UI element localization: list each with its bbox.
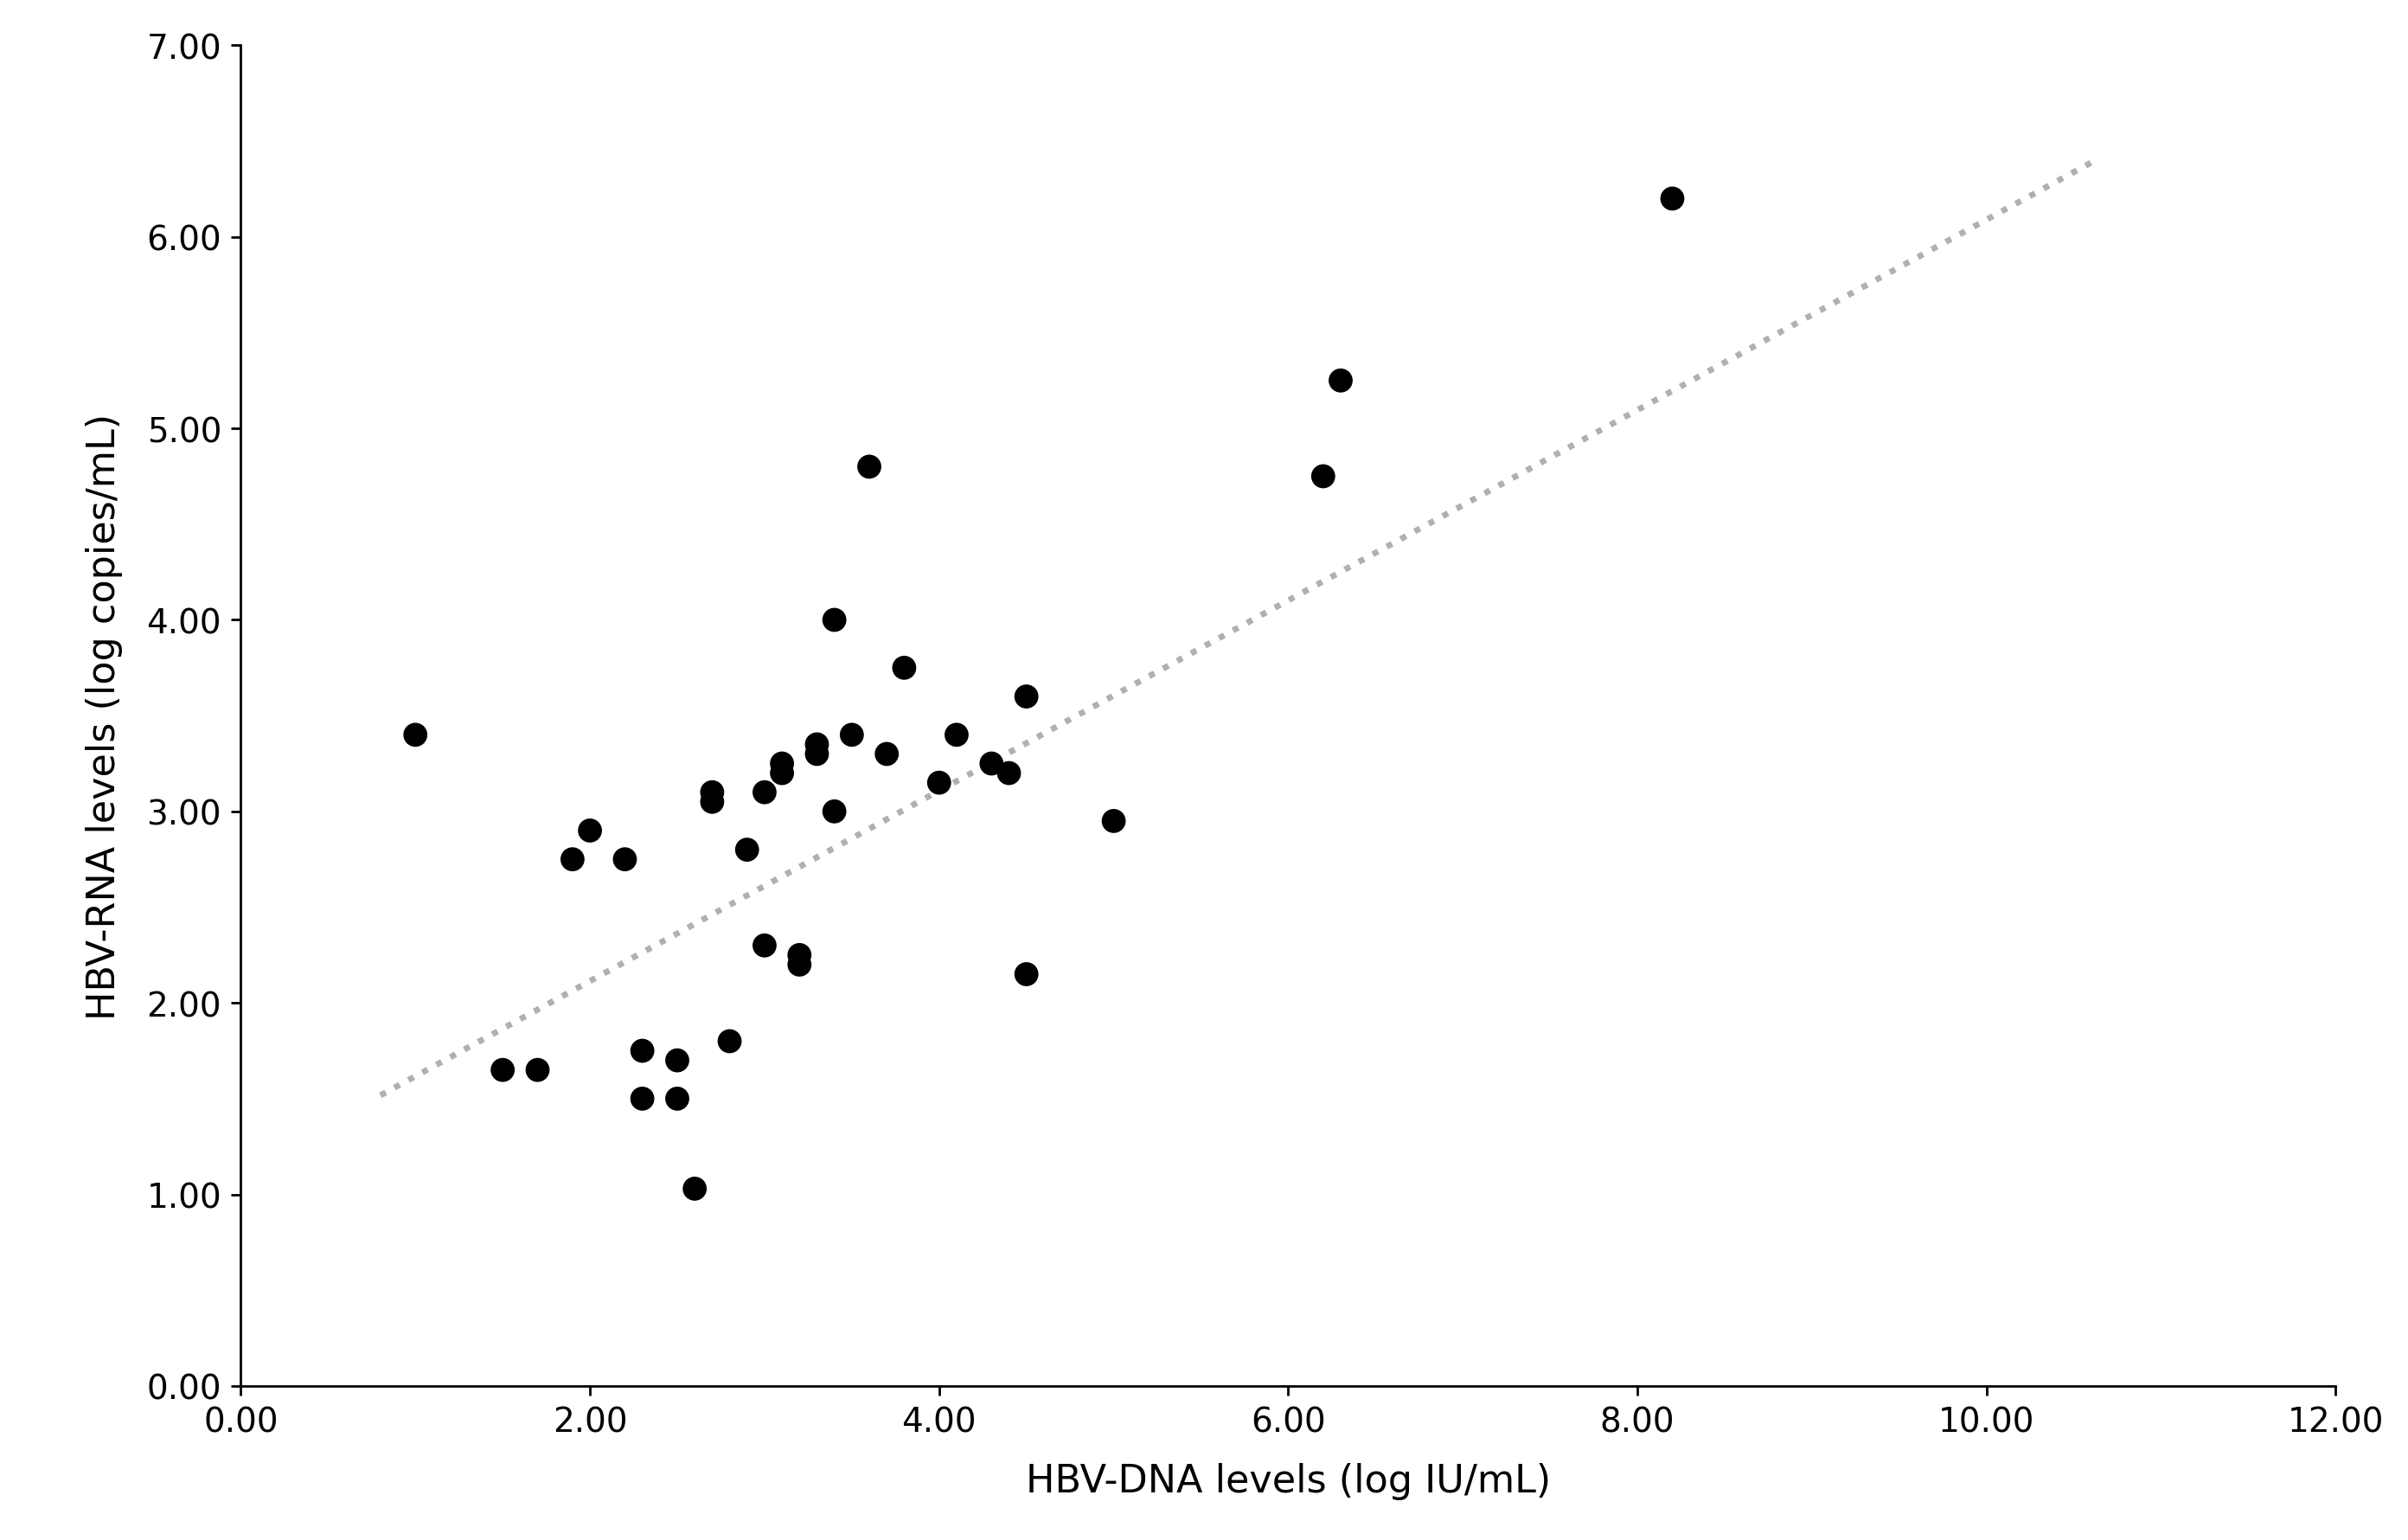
Point (814, 799, 852, 824)
Point (395, 722, 436, 747)
Point (973, 752, 1011, 776)
Point (674, 1177, 713, 1201)
Point (657, 1049, 696, 1073)
Point (571, 819, 609, 844)
Point (1305, 465, 1344, 490)
Point (763, 761, 802, 785)
Point (710, 1029, 749, 1053)
Point (780, 942, 819, 967)
Point (657, 1087, 696, 1112)
Point (746, 933, 785, 958)
Point (624, 1087, 662, 1112)
Point (884, 656, 922, 681)
Point (780, 953, 819, 978)
Point (867, 742, 905, 767)
Point (990, 761, 1028, 785)
Point (694, 790, 732, 815)
Point (1652, 186, 1690, 211)
Point (937, 722, 975, 747)
Point (833, 722, 872, 747)
Point (727, 838, 766, 862)
Point (1007, 685, 1045, 710)
Point (607, 847, 645, 872)
Point (850, 454, 889, 479)
Point (1093, 808, 1132, 833)
Point (797, 742, 836, 767)
X-axis label: HBV-DNA levels (log IU/mL): HBV-DNA levels (log IU/mL) (1026, 1461, 1551, 1500)
Point (484, 1058, 523, 1083)
Point (694, 781, 732, 805)
Point (624, 1040, 662, 1064)
Point (1007, 962, 1045, 987)
Point (797, 733, 836, 758)
Y-axis label: HBV-RNA levels (log copies/mL): HBV-RNA levels (log copies/mL) (84, 413, 123, 1019)
Point (1322, 370, 1361, 394)
Point (746, 781, 785, 805)
Point (554, 847, 592, 872)
Point (920, 772, 958, 796)
Point (763, 752, 802, 776)
Point (518, 1058, 556, 1083)
Point (814, 608, 852, 633)
